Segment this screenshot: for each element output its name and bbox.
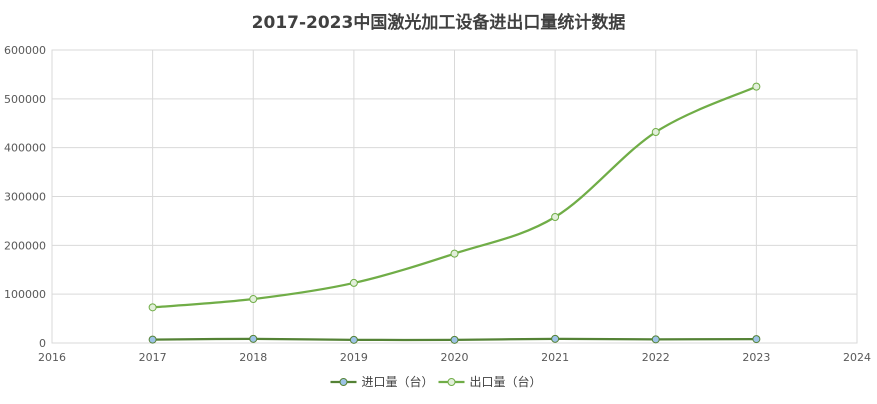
y-tick-label: 200000	[4, 239, 46, 252]
data-point	[651, 128, 660, 137]
y-tick-label: 500000	[4, 93, 46, 106]
legend-label: 出口量（台）	[470, 374, 542, 389]
data-point	[450, 335, 459, 344]
legend-swatch-marker	[339, 378, 348, 386]
series-layer	[148, 82, 761, 344]
data-point	[349, 335, 358, 344]
data-point	[551, 213, 560, 222]
data-point	[249, 295, 258, 304]
data-point	[249, 334, 258, 343]
x-tick-label: 2016	[38, 351, 66, 364]
y-tick-label: 100000	[4, 288, 46, 301]
data-point	[752, 82, 761, 91]
legend-swatch-marker	[447, 378, 456, 386]
data-point	[752, 335, 761, 344]
x-tick-label: 2021	[541, 351, 569, 364]
y-tick-label: 600000	[4, 44, 46, 57]
data-point	[148, 335, 157, 344]
data-point	[551, 334, 560, 343]
legend: 进口量（台） 出口量（台）	[330, 374, 542, 389]
axis-layer: 0 100000 200000 300000 400000 500000 600000 201…	[4, 44, 871, 364]
y-tick-label: 0	[39, 337, 46, 350]
data-point	[450, 249, 459, 258]
data-point	[651, 335, 660, 344]
legend-item-1: 出口量（台）	[438, 374, 542, 389]
x-tick-label: 2017	[139, 351, 167, 364]
x-tick-label: 2019	[340, 351, 368, 364]
y-tick-label: 400000	[4, 142, 46, 155]
x-tick-label: 2022	[642, 351, 670, 364]
x-tick-label: 2023	[742, 351, 770, 364]
x-tick-label: 2024	[843, 351, 871, 364]
legend-label: 进口量（台）	[362, 374, 434, 389]
data-point	[148, 303, 157, 312]
chart-title: 2017-2023中国激光加工设备进出口量统计数据	[251, 13, 626, 33]
grid-layer	[51, 49, 858, 344]
x-tick-label: 2020	[441, 351, 469, 364]
data-point	[349, 278, 358, 287]
legend-item-0: 进口量（台）	[330, 374, 434, 389]
y-tick-label: 300000	[4, 191, 46, 204]
x-tick-label: 2018	[239, 351, 267, 364]
